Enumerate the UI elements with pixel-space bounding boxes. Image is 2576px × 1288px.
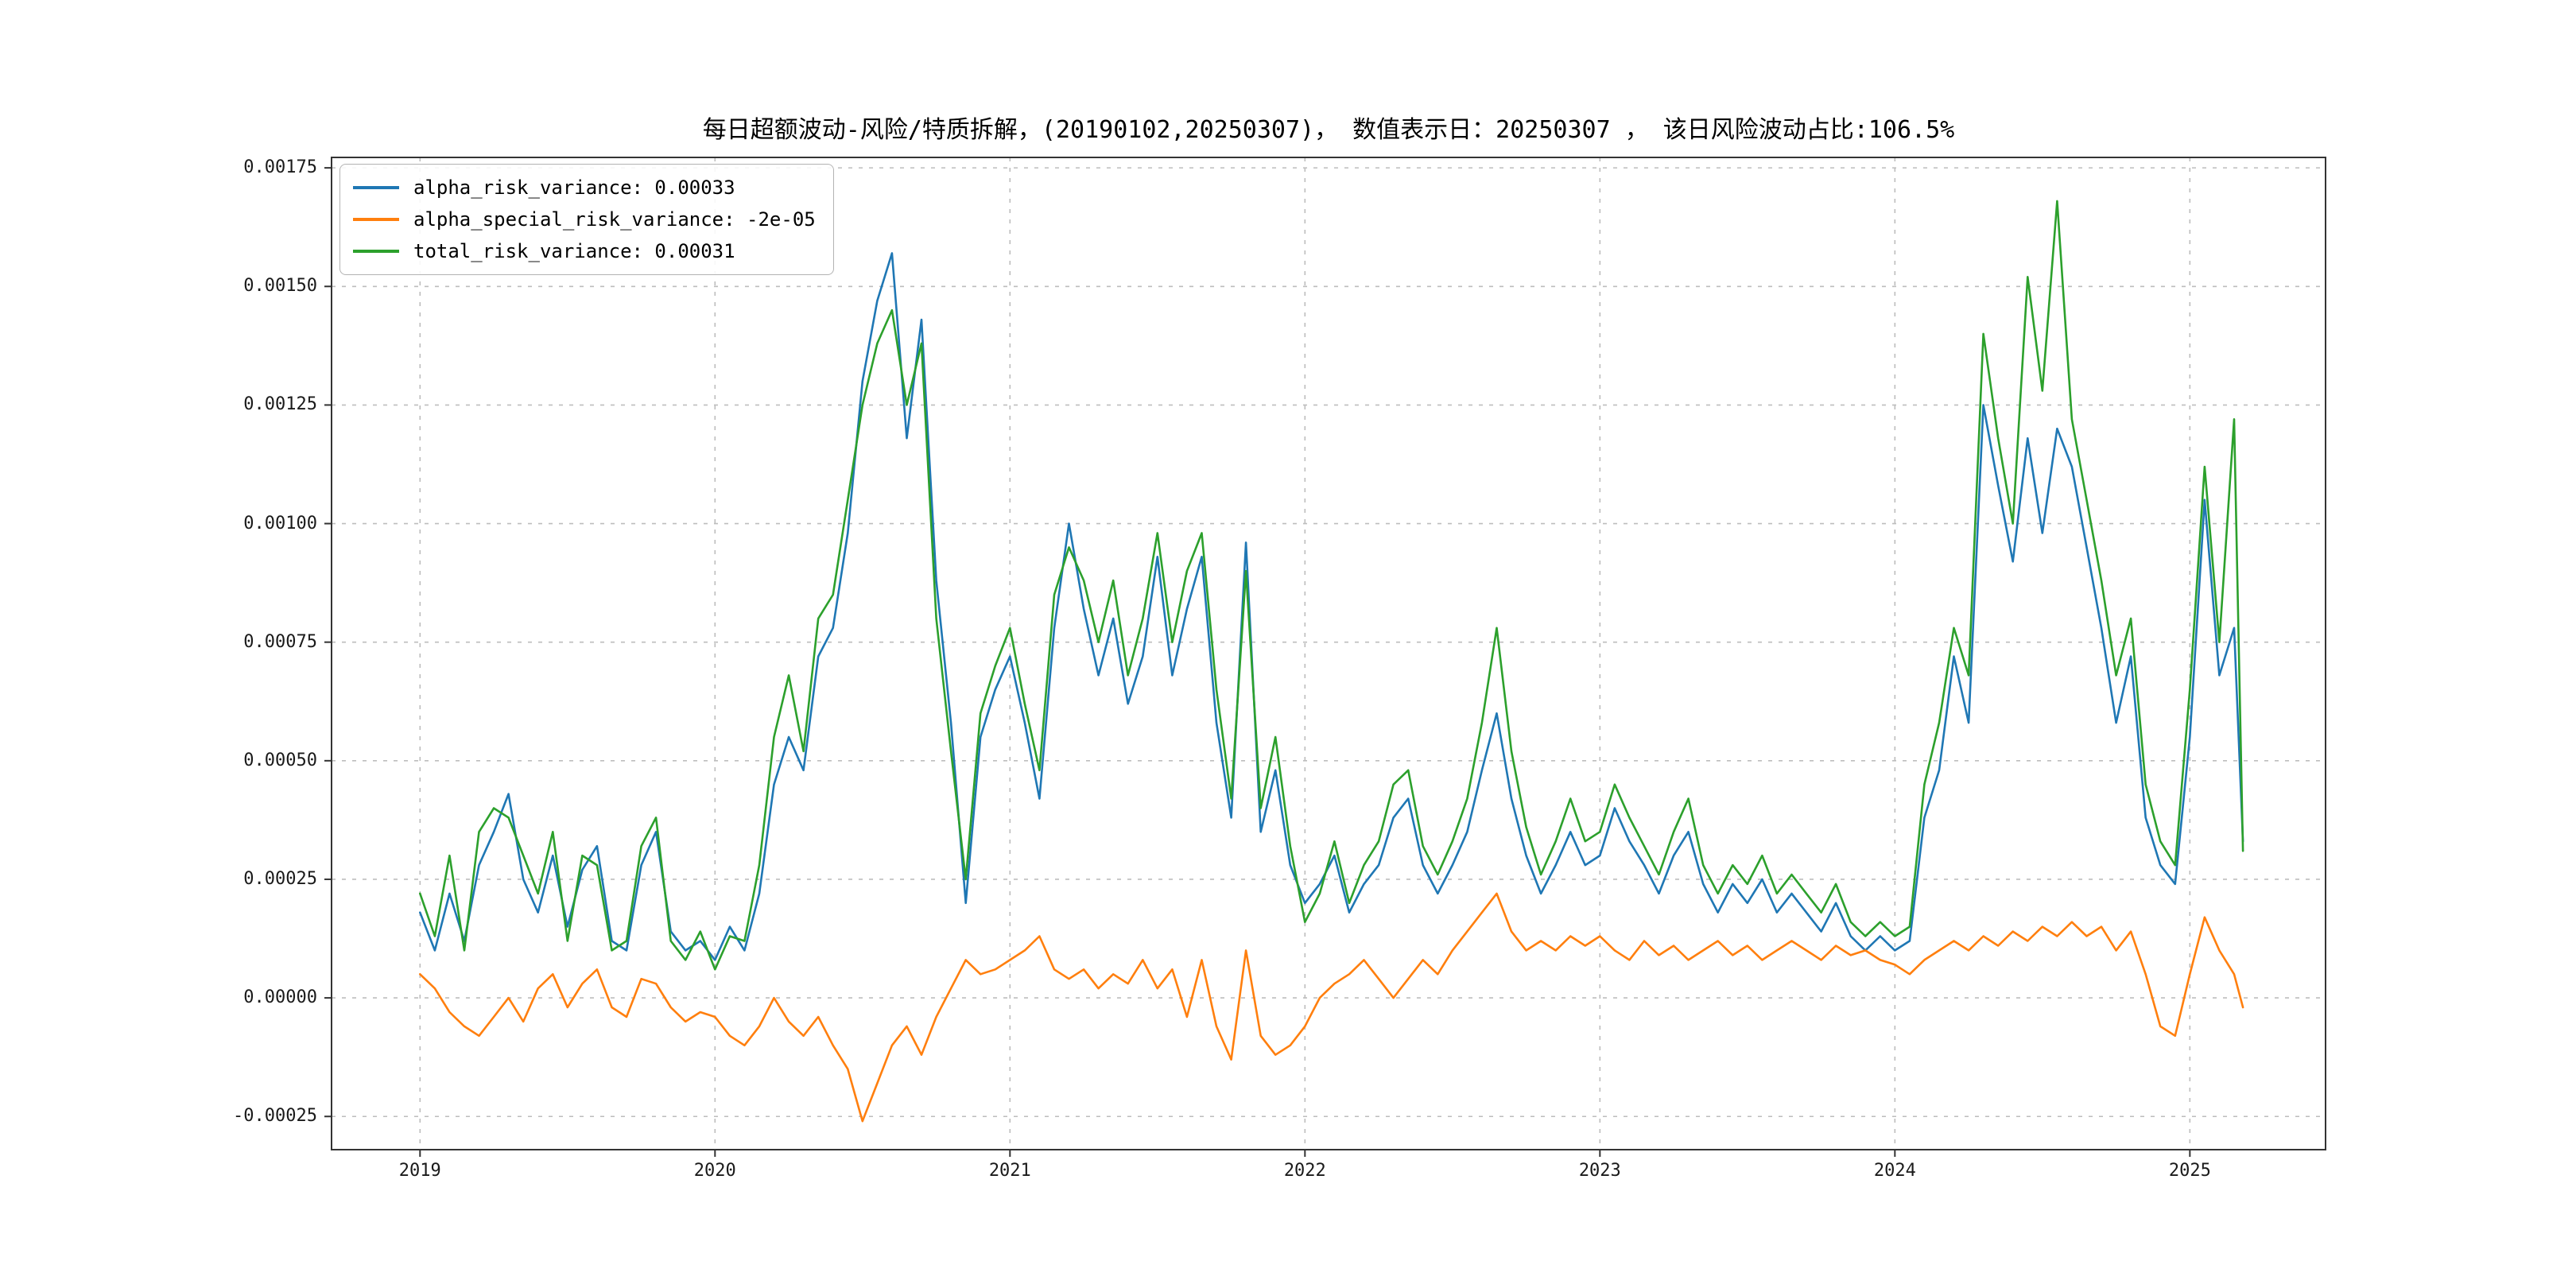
y-tick-label: -0.00025 (233, 1106, 317, 1127)
y-tick-label: 0.00075 (243, 631, 317, 652)
chart-title: 每日超额波动-风险/特质拆解，(20190102,20250307)， 数值表示… (702, 116, 1955, 144)
alpha_special_risk_variance-line (418, 892, 2244, 1123)
legend-item: total_risk_variance: 0.00031 (353, 238, 816, 265)
alpha_risk_variance-line (418, 252, 2244, 961)
y-tick-label: 0.00175 (243, 157, 317, 178)
x-tick-label: 2019 (398, 1161, 441, 1181)
legend-label: alpha_special_risk_variance: -2e-05 (413, 208, 816, 231)
legend-label: alpha_risk_variance: 0.00033 (413, 177, 735, 199)
y-tick-label: 0.00150 (243, 276, 317, 297)
total_risk_variance-line (418, 200, 2244, 971)
legend-line-swatch (353, 218, 399, 221)
y-tick-label: 0.00025 (243, 868, 317, 889)
legend-item: alpha_risk_variance: 0.00033 (353, 174, 816, 201)
legend-line-swatch (353, 186, 399, 189)
x-tick-label: 2021 (988, 1161, 1031, 1181)
y-tick-label: 0.00000 (243, 987, 317, 1008)
legend-label: total_risk_variance: 0.00031 (413, 240, 735, 262)
plot-border (331, 157, 2326, 1150)
y-tick-label: 0.00050 (243, 750, 317, 770)
x-tick-label: 2023 (1578, 1161, 1621, 1181)
x-tick-label: 2024 (1873, 1161, 1916, 1181)
legend-item: alpha_special_risk_variance: -2e-05 (353, 206, 816, 233)
x-tick-label: 2025 (2168, 1161, 2211, 1181)
y-tick-label: 0.00125 (243, 394, 317, 415)
legend-line-swatch (353, 250, 399, 253)
y-tick-label: 0.00100 (243, 513, 317, 533)
x-tick-label: 2022 (1283, 1161, 1326, 1181)
x-tick-label: 2020 (693, 1161, 736, 1181)
legend: alpha_risk_variance: 0.00033 alpha_specia… (339, 164, 834, 275)
